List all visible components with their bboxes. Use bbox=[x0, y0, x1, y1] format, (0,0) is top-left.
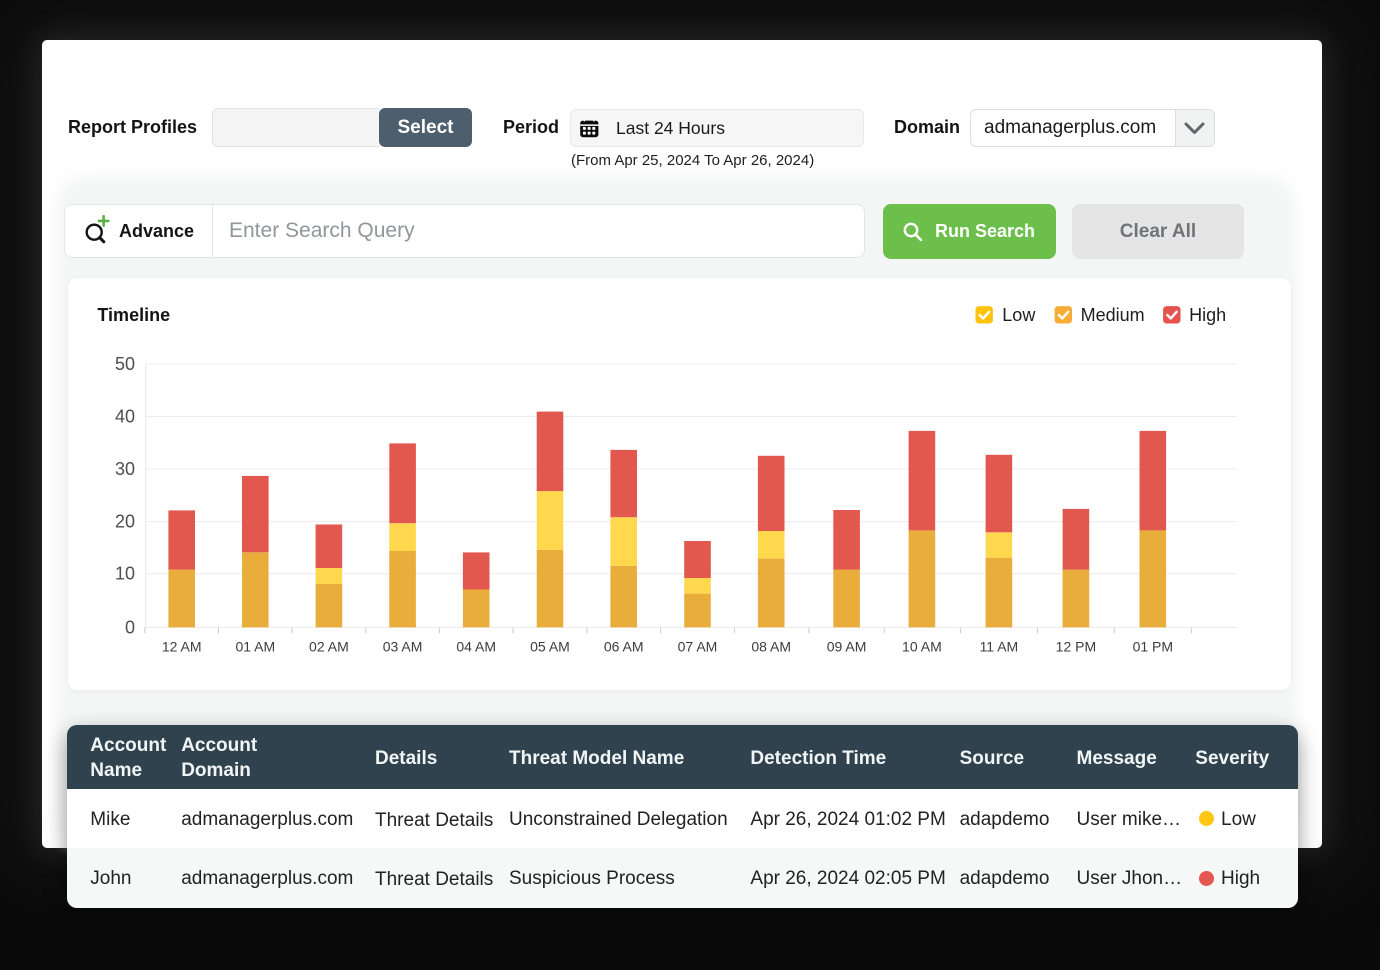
svg-text:09 AM: 09 AM bbox=[827, 639, 867, 655]
svg-text:01 AM: 01 AM bbox=[235, 639, 275, 655]
svg-text:0: 0 bbox=[125, 617, 135, 637]
svg-text:Timeline: Timeline bbox=[97, 305, 170, 325]
svg-text:Medium: Medium bbox=[1081, 305, 1145, 325]
svg-text:30: 30 bbox=[115, 459, 135, 479]
svg-text:08 AM: 08 AM bbox=[751, 639, 791, 655]
svg-text:12 AM: 12 AM bbox=[162, 639, 202, 655]
svg-text:12 PM: 12 PM bbox=[1056, 639, 1096, 655]
svg-text:01 PM: 01 PM bbox=[1133, 639, 1173, 655]
svg-text:11 AM: 11 AM bbox=[980, 639, 1019, 655]
svg-text:06 AM: 06 AM bbox=[604, 639, 644, 655]
svg-text:40: 40 bbox=[115, 407, 135, 427]
svg-text:50: 50 bbox=[115, 354, 135, 374]
svg-text:07 AM: 07 AM bbox=[678, 639, 718, 655]
svg-text:03 AM: 03 AM bbox=[383, 639, 423, 655]
svg-text:04 AM: 04 AM bbox=[456, 639, 496, 655]
svg-text:20: 20 bbox=[115, 512, 135, 532]
svg-text:Low: Low bbox=[1002, 305, 1036, 325]
svg-text:10: 10 bbox=[115, 564, 135, 584]
svg-text:High: High bbox=[1189, 305, 1226, 325]
svg-text:10 AM: 10 AM bbox=[902, 639, 942, 655]
svg-text:02 AM: 02 AM bbox=[309, 639, 349, 655]
svg-text:05 AM: 05 AM bbox=[530, 639, 570, 655]
